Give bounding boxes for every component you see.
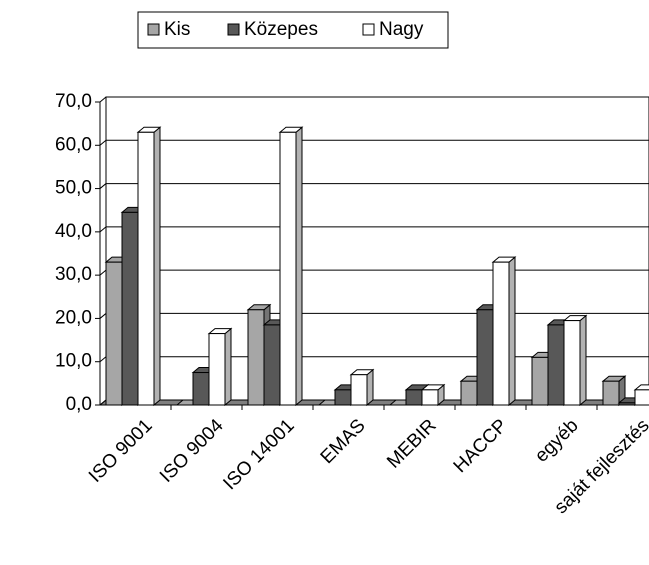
bar (492, 261, 510, 406)
y-tick-label: 10,0 (55, 351, 92, 372)
bar-side-shade (367, 369, 373, 405)
bar (105, 261, 123, 406)
y-tick-label: 0,0 (66, 394, 92, 415)
bar-side-shade (154, 127, 160, 406)
y-tick-label: 40,0 (55, 221, 92, 242)
bar (279, 131, 297, 406)
bar-side-shade (580, 315, 586, 405)
bar-side-shade (509, 257, 515, 405)
grid-line-side (99, 96, 107, 103)
grid-line-side (99, 269, 107, 276)
bar (476, 309, 494, 406)
bar-side-shade (225, 328, 231, 405)
y-tick-label: 60,0 (55, 134, 92, 155)
legend-frame (137, 11, 449, 49)
bar (350, 374, 368, 406)
bar (137, 131, 155, 406)
legend-label: Közepes (244, 19, 318, 40)
grid-line-side (99, 139, 107, 146)
bar (263, 324, 281, 406)
y-tick-label: 50,0 (55, 178, 92, 199)
grid-line-side (99, 313, 107, 319)
legend-label: Nagy (379, 19, 424, 40)
bar (460, 380, 478, 406)
bar (334, 389, 352, 406)
y-tick-label: 30,0 (55, 264, 92, 285)
bar-side-shade (296, 127, 302, 406)
legend-label: Kis (164, 19, 190, 40)
bar-side-shade (619, 376, 625, 405)
bar (121, 211, 139, 406)
bar (247, 309, 265, 406)
bar (634, 389, 649, 406)
grid-line-side (99, 399, 107, 406)
y-tick-label: 70,0 (55, 91, 92, 112)
bar (563, 320, 581, 406)
bar (547, 324, 565, 406)
bar (192, 372, 210, 406)
bar-side-shade (438, 384, 444, 405)
bar (421, 389, 439, 406)
y-tick-label: 20,0 (55, 307, 92, 328)
legend-swatch (227, 23, 240, 36)
bar (208, 333, 226, 406)
legend-swatch (362, 23, 375, 36)
bar (405, 389, 423, 406)
bar (531, 356, 549, 406)
legend-swatch (147, 23, 160, 36)
bar (602, 380, 620, 406)
grid-line-side (99, 226, 107, 233)
grid-line-side (99, 183, 107, 189)
grid-line-side (99, 356, 107, 363)
